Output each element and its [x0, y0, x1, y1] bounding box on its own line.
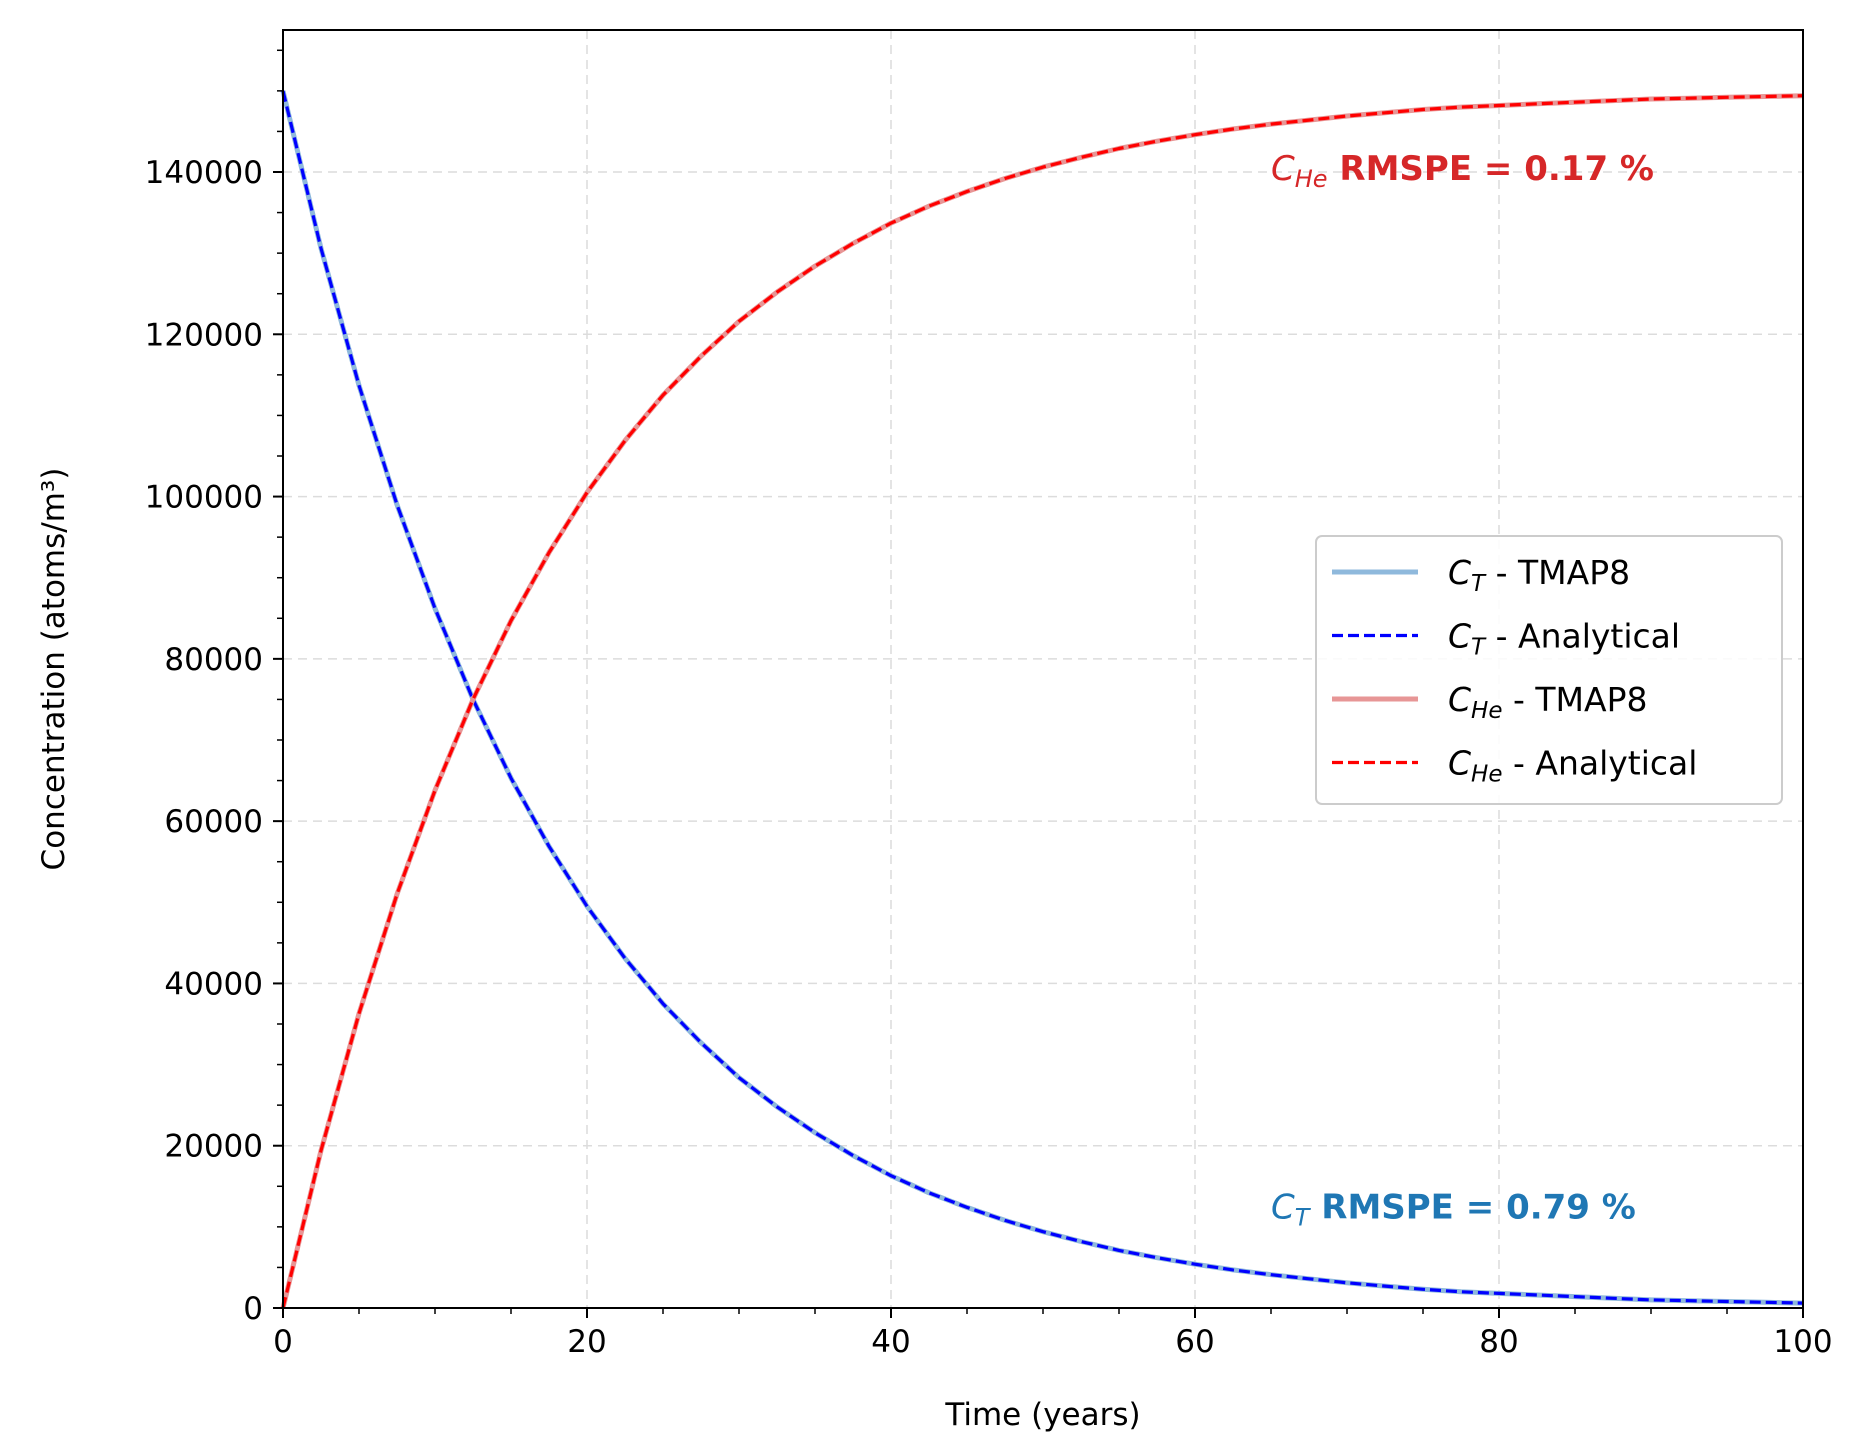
- x-tick-label: 100: [1773, 1324, 1832, 1360]
- y-axis-label: Concentration (atoms/m³): [36, 468, 72, 871]
- y-tick-label: 40000: [164, 966, 263, 1002]
- series-line: [281, 90, 1804, 1305]
- legend-box: [1315, 535, 1783, 805]
- x-tick-label: 0: [273, 1324, 293, 1360]
- rmspe-annotation: CHe RMSPE = 0.17 %: [1271, 149, 1654, 193]
- legend-label: CHe - TMAP8: [1448, 680, 1648, 724]
- ticks: 0 20 40 60 80 100 0 20000 40000 60000 80000 100000 1…: [145, 49, 1833, 1360]
- x-tick-label: 20: [567, 1324, 606, 1360]
- legend-label: CT - TMAP8: [1448, 553, 1630, 597]
- series-line: [281, 94, 1804, 1309]
- series-layer: [280, 90, 1804, 1309]
- y-tick-label: 120000: [145, 317, 263, 353]
- y-tick-label: 60000: [164, 804, 263, 840]
- x-tick-label: 60: [1175, 1324, 1214, 1360]
- grid: [283, 30, 1803, 1308]
- y-tick-label: 80000: [164, 642, 263, 678]
- y-tick-label: 20000: [164, 1129, 263, 1165]
- legend-label: CHe - Analytical: [1448, 744, 1697, 788]
- y-tick-label: 100000: [145, 480, 263, 516]
- legend-label: CT - Analytical: [1448, 617, 1680, 661]
- y-tick-label: 0: [243, 1291, 263, 1327]
- y-tick-label: 140000: [145, 155, 263, 191]
- rmspe-annotation: CT RMSPE = 0.79 %: [1271, 1188, 1636, 1232]
- x-tick-label: 40: [871, 1324, 910, 1360]
- legend: CT - TMAP8 CT - Analytical CHe - TMAP8 CHe …: [1315, 535, 1783, 805]
- annotations: CHe RMSPE = 0.17 % CT RMSPE = 0.79 %: [1271, 149, 1654, 1232]
- x-axis-label: Time (years): [944, 1397, 1140, 1433]
- x-tick-label: 80: [1479, 1324, 1518, 1360]
